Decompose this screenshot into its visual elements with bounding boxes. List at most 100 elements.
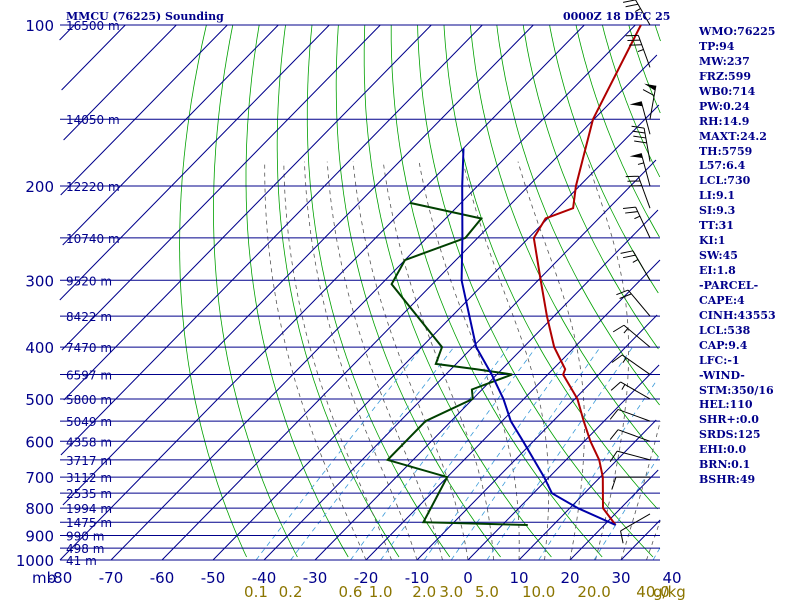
height-label: 1994 m — [66, 502, 112, 516]
wind-barb-flag — [623, 254, 636, 259]
wind-barb-half-flag — [622, 357, 627, 364]
mixing-ratio-label: g/kg — [653, 583, 686, 600]
stat-item: FRZ:599 — [699, 69, 752, 83]
temperature-tick-label: 10 — [509, 569, 528, 587]
wind-barb-staff — [623, 324, 651, 348]
temperature-axis-label: mb — [32, 569, 56, 587]
moist-adiabat — [646, 520, 661, 561]
stat-item: RH:14.9 — [699, 114, 750, 128]
isotherm — [62, 24, 279, 246]
mixing-ratio-line — [290, 346, 455, 561]
height-label: 6597 m — [66, 368, 112, 382]
wind-barb-staff — [635, 206, 651, 239]
height-labels: 16500 m 14050 m 12220 m 10740 m 9520 m 8422 m… — [66, 19, 120, 568]
moist-adiabat — [352, 161, 469, 561]
pressure-tick-label: 300 — [25, 272, 54, 290]
height-label: 2535 m — [66, 487, 112, 501]
dry-adiabat — [575, 24, 660, 238]
wind-barb-half-flag — [637, 49, 644, 53]
isotherm — [60, 24, 483, 456]
mixing-ratio-label: 3.0 — [439, 583, 463, 600]
wind-barb-flag — [609, 409, 619, 420]
mixing-ratio-line — [450, 346, 601, 561]
sounding-indices-list: WMO:76225 TP:94 MW:237 FRZ:599 WB0:714 PW:0.2… — [699, 25, 776, 488]
moist-adiabat — [517, 161, 585, 561]
isotherm — [62, 24, 534, 506]
pressure-tick-label: 400 — [25, 339, 54, 357]
wind-barb-pennant — [629, 101, 643, 107]
wind-barb-flag — [612, 324, 625, 333]
temperature-tick-label: -30 — [303, 569, 328, 587]
wind-barb-half-flag — [635, 8, 641, 12]
wind-barb-staff — [617, 408, 651, 422]
moist-adiabat — [304, 161, 418, 561]
wind-barb-staff — [643, 128, 651, 162]
pressure-tick-label: 600 — [25, 433, 54, 451]
dry-adiabat — [306, 24, 451, 558]
mixing-ratio-line — [380, 346, 537, 561]
wind-barb-staff — [617, 429, 651, 442]
height-label: 498 m — [66, 542, 104, 556]
wind-barb-flag — [611, 354, 623, 363]
height-label: 41 m — [66, 554, 97, 568]
mixing-ratio-label: 10.0 — [522, 583, 555, 600]
stat-item: EHI:0.0 — [699, 443, 747, 457]
mixing-ratio-label: 0.2 — [279, 583, 303, 600]
isotherm — [60, 24, 228, 196]
stat-item: TT:31 — [699, 219, 734, 233]
dry-adiabat — [522, 24, 659, 350]
wind-barb-flag — [625, 211, 638, 214]
wind-barb-flag — [633, 135, 646, 139]
mixing-ratio-axis: 0.1 0.2 0.6 1.0 2.0 3.0 5.0 10.0 20.0 40.0g/kg — [244, 583, 686, 600]
wind-barb-staff — [640, 101, 651, 135]
stat-item: L57:6.4 — [699, 159, 746, 173]
height-label: 7470 m — [66, 341, 112, 355]
wind-barb-staff — [632, 250, 651, 281]
mixing-ratio-label: 1.0 — [369, 583, 393, 600]
stat-item: MAXT:24.2 — [699, 129, 767, 143]
temperature-tick-label: 30 — [611, 569, 630, 587]
pressure-tick-label: 1000 — [16, 552, 54, 570]
dry-adiabat — [276, 24, 400, 558]
pressure-tick-label: 100 — [25, 17, 54, 35]
wind-barb-staff — [617, 450, 651, 461]
height-label: 12220 m — [66, 180, 120, 194]
temperature-tick-label: -60 — [150, 569, 175, 587]
isotherm — [620, 519, 661, 561]
wind-barb-staff — [634, 0, 651, 26]
mixing-ratio-label: 0.1 — [244, 583, 268, 600]
dry-adiabat — [417, 24, 654, 558]
isobars — [60, 24, 660, 561]
moist-adiabat — [283, 161, 392, 561]
stat-item: HEL:110 — [699, 398, 753, 412]
moist-adiabat — [418, 161, 520, 560]
isotherms — [59, 24, 661, 561]
isotherm — [61, 24, 381, 351]
wind-barb-flag — [611, 476, 617, 490]
stat-item: LI:9.1 — [699, 189, 736, 203]
temperature-tick-label: -40 — [252, 569, 277, 587]
stat-item: LCL:730 — [699, 174, 751, 188]
temperature-tick-label: -70 — [99, 569, 124, 587]
stat-item: TP:94 — [699, 39, 735, 53]
height-label: 16500 m — [66, 19, 120, 33]
wind-barb-half-flag — [632, 259, 639, 263]
height-label: 14050 m — [66, 113, 120, 127]
dewpoint-line — [385, 201, 528, 526]
stat-item: STM:350/16 — [699, 383, 774, 397]
wind-barb-flag — [631, 125, 645, 129]
mixing-ratio-line — [652, 547, 661, 561]
wind-barb-flag — [619, 293, 632, 299]
stat-item: -PARCEL- — [699, 278, 759, 292]
stat-item: SHR+:0.0 — [699, 413, 759, 427]
moist-adiabat — [326, 161, 443, 561]
height-label: 3717 m — [66, 454, 112, 468]
temperature-tick-label: 0 — [463, 569, 473, 587]
wind-barb-pennant — [629, 153, 643, 159]
stat-item: CINH:43553 — [699, 308, 776, 322]
dry-adiabat — [496, 24, 660, 406]
temperature-tick-label: -50 — [201, 569, 226, 587]
isotherm — [365, 259, 661, 561]
isotherm — [59, 24, 75, 41]
stat-item: CAPE:4 — [699, 293, 745, 307]
